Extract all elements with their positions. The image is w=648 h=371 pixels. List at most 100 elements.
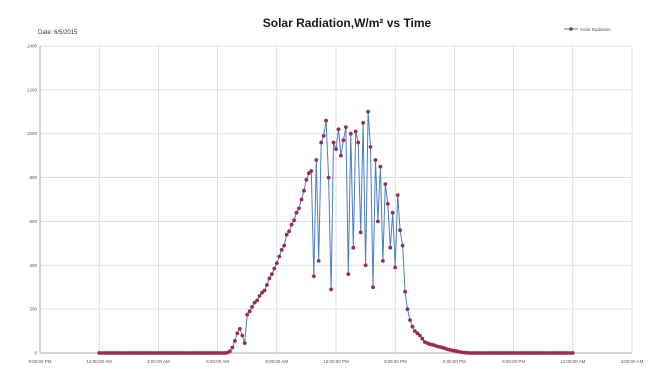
data-point	[309, 169, 314, 173]
data-point	[267, 276, 272, 281]
x-tick-label: 3:00:00 AM	[147, 359, 170, 364]
y-tick-labels: 0 200 400 600 800 1000 1200 1400	[27, 44, 38, 356]
data-point	[235, 331, 240, 336]
data-point	[366, 109, 370, 114]
data-point	[348, 131, 353, 136]
data-point	[398, 228, 402, 233]
gridlines	[39, 45, 633, 354]
data-point	[228, 349, 232, 354]
x-tick-label: 6:00:00 AM	[206, 359, 229, 364]
data-point	[311, 274, 316, 279]
y-tick-label: 400	[29, 263, 37, 268]
y-tick-label: 600	[29, 219, 37, 224]
data-point	[334, 147, 338, 152]
data-point	[262, 288, 267, 293]
data-point	[255, 298, 259, 303]
data-point	[373, 158, 378, 162]
x-tick-label: 3:00:00 AM	[621, 359, 644, 364]
data-point	[363, 263, 368, 268]
y-tick-label: 1000	[27, 131, 38, 136]
x-tick-labels: 9:00:00 PM 12:00:00 AM 3:00:00 AM 6:00:00 A…	[28, 359, 643, 364]
data-point	[307, 171, 311, 176]
date-label: Date: 6/5/2015	[38, 30, 78, 36]
data-point	[410, 324, 415, 329]
data-point	[282, 243, 287, 248]
data-point	[331, 140, 336, 145]
data-point	[413, 329, 417, 333]
data-point	[570, 351, 575, 355]
x-tick-label: 9:00:00 AM	[265, 359, 288, 364]
data-point	[324, 118, 328, 123]
x-tick-label: 9:00:00 PM	[28, 359, 51, 364]
legend-marker	[569, 27, 573, 31]
data-point	[260, 290, 264, 295]
data-point	[316, 259, 321, 263]
x-tick-label: 6:00:00 PM	[443, 359, 466, 364]
data-point	[321, 134, 326, 138]
data-point	[294, 210, 299, 215]
data-point	[376, 219, 380, 224]
data-point	[242, 341, 247, 345]
data-point	[272, 266, 277, 271]
data-point	[230, 345, 235, 350]
data-point	[346, 272, 351, 276]
data-point	[339, 153, 343, 158]
data-point	[257, 294, 262, 298]
data-point	[297, 206, 301, 211]
data-point	[395, 193, 400, 198]
data-point	[403, 289, 407, 294]
data-point	[250, 305, 255, 309]
data-point	[371, 285, 375, 290]
data-point	[381, 259, 385, 263]
data-point	[361, 120, 365, 125]
data-point	[252, 300, 257, 305]
x-tick-label: 3:00:00 PM	[384, 359, 407, 364]
data-point	[302, 188, 306, 193]
data-point	[356, 140, 361, 145]
data-point	[233, 339, 237, 343]
data-point	[408, 318, 412, 322]
data-point	[383, 182, 388, 187]
data-point	[319, 140, 324, 145]
data-point	[326, 175, 331, 180]
data-point	[415, 331, 420, 336]
data-point	[344, 125, 348, 129]
data-point	[247, 309, 252, 314]
x-tick-label: 12:00:00 PM	[323, 359, 349, 364]
y-tick-label: 1200	[27, 87, 38, 92]
data-point	[329, 287, 333, 292]
data-point	[314, 158, 319, 162]
chart-title: Solar Radiation,W/m² vs Time	[263, 16, 432, 30]
y-tick-label: 0	[34, 351, 37, 356]
data-point	[336, 127, 341, 132]
data-point	[265, 283, 269, 287]
legend-entry-solar-radiation: Solar Radiation	[580, 27, 611, 32]
data-point	[353, 129, 358, 134]
x-tick-label: 9:00:00 PM	[502, 359, 525, 364]
data-point	[240, 333, 245, 338]
data-point	[289, 222, 294, 227]
data-point	[393, 265, 398, 270]
series-solar-radiation	[97, 109, 575, 355]
data-point	[358, 230, 363, 235]
data-point	[368, 145, 373, 149]
data-point	[390, 210, 395, 215]
data-point	[237, 327, 242, 331]
data-point	[405, 307, 410, 311]
y-tick-label: 200	[29, 307, 37, 312]
data-point	[420, 336, 425, 341]
data-point	[270, 272, 274, 276]
data-point	[304, 177, 309, 182]
data-point	[400, 243, 405, 248]
data-point	[279, 248, 284, 252]
legend: Solar Radiation	[564, 27, 611, 32]
x-tick-label: 12:00:00 AM	[560, 359, 586, 364]
data-point	[385, 202, 390, 206]
data-point	[274, 261, 279, 265]
data-point	[299, 197, 304, 202]
data-point	[277, 254, 282, 259]
data-point	[418, 333, 422, 338]
y-tick-label: 1400	[27, 44, 38, 49]
